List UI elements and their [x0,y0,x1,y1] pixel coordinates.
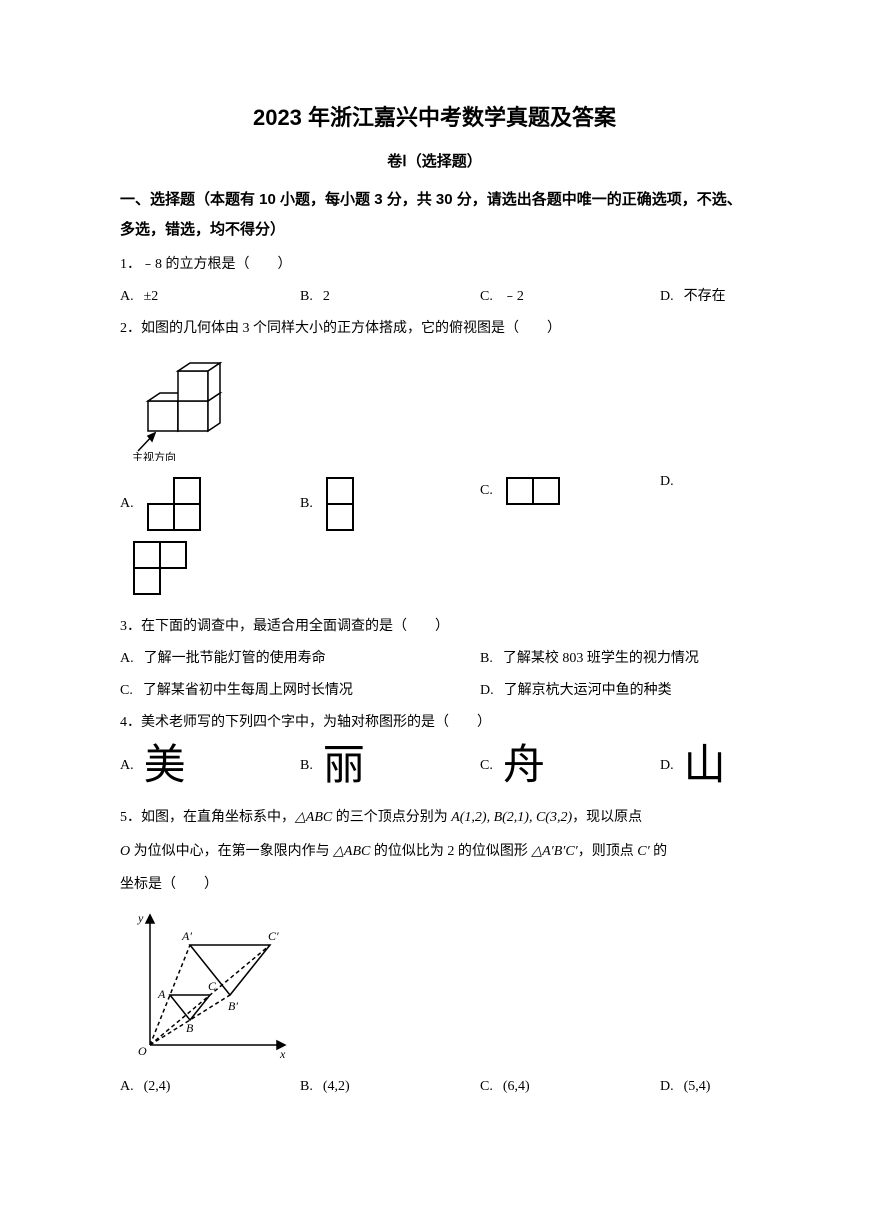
q3-opt-d: 了解京杭大运河中鱼的种类 [504,677,672,705]
q2-options-row1: A. B. C. D. [120,474,749,534]
opt-label: C. [480,758,493,774]
q1-options: A. ±2 B. 2 C. ﹣2 D. 不存在 [120,283,749,311]
opt-label: B. [300,1073,313,1101]
opt-label: D. [480,677,494,705]
q3-opt-a: 了解一批节能灯管的使用寿命 [144,645,326,673]
q4-opt-b: 丽 [323,745,365,787]
svg-text:C: C [208,979,217,993]
q5-text: 5．如图，在直角坐标系中，△ABC 的三个顶点分别为 A(1,2), B(2,1… [120,801,749,902]
opt-label: C. [480,283,493,311]
opt-label: B. [300,496,313,512]
q1-opt-a: ±2 [144,283,159,311]
opt-label: A. [120,283,134,311]
q3-opt-c: 了解某省初中生每周上网时长情况 [143,677,353,705]
q1-opt-d: 不存在 [684,283,726,311]
q2-text: 2．如图的几何体由 3 个同样大小的正方体搭成，它的俯视图是（ ） [120,315,749,343]
svg-text:O: O [138,1044,147,1058]
svg-text:x: x [279,1047,286,1060]
q2-opt-d-figure [130,538,749,603]
opt-label: D. [660,758,674,774]
q1-text: 1．﹣8 的立方根是（ ） [120,251,749,279]
opt-label: A. [120,1073,134,1101]
view-label: 主视方向 [132,450,176,461]
opt-label: C. [120,677,133,705]
q4-opt-c: 舟 [503,745,545,787]
svg-text:B′: B′ [228,999,238,1013]
opt-label: A. [120,645,134,673]
opt-label: C. [480,483,493,499]
page-title: 2023 年浙江嘉兴中考数学真题及答案 [120,100,749,132]
opt-label: C. [480,1073,493,1101]
svg-text:A: A [157,987,166,1001]
q3-opt-b: 了解某校 803 班学生的视力情况 [503,645,699,673]
q5-figure: O x y A B C A′ B′ C′ [130,910,749,1065]
svg-text:C′: C′ [268,929,279,943]
q3-row2: C. 了解某省初中生每周上网时长情况 D. 了解京杭大运河中鱼的种类 [120,677,749,705]
q5-opt-d: (5,4) [684,1073,711,1101]
q4-text: 4．美术老师写的下列四个字中，为轴对称图形的是（ ） [120,709,749,737]
q4-opt-d: 山 [684,745,726,787]
q1-opt-c: ﹣2 [503,283,524,311]
q2-opt-b-icon [323,474,357,534]
q5-opt-b: (4,2) [323,1073,350,1101]
q3-row1: A. 了解一批节能灯管的使用寿命 B. 了解某校 803 班学生的视力情况 [120,645,749,673]
opt-label: D. [660,283,674,311]
opt-label: B. [300,758,313,774]
svg-text:y: y [137,911,144,925]
svg-text:A′: A′ [181,929,192,943]
q4-options: A. 美 B. 丽 C. 舟 D. 山 [120,745,749,787]
subtitle: 卷Ⅰ（选择题） [120,150,749,171]
section-header: 一、选择题（本题有 10 小题，每小题 3 分，共 30 分，请选出各题中唯一的… [120,185,749,245]
opt-label: B. [300,283,313,311]
opt-label: D. [660,1073,674,1101]
q5-options: A. (2,4) B. (4,2) C. (6,4) D. (5,4) [120,1073,749,1101]
opt-label: D. [660,474,674,490]
opt-label: A. [120,496,134,512]
q2-opt-c-icon [503,474,563,508]
svg-text:B: B [186,1021,194,1035]
q2-main-figure: 主视方向 [130,351,749,466]
q1-opt-b: 2 [323,283,330,311]
opt-label: B. [480,645,493,673]
q4-opt-a: 美 [144,745,186,787]
q5-opt-c: (6,4) [503,1073,530,1101]
q5-opt-a: (2,4) [144,1073,171,1101]
q3-text: 3．在下面的调查中，最适合用全面调查的是（ ） [120,613,749,641]
q2-opt-a-icon [144,474,204,534]
opt-label: A. [120,758,134,774]
